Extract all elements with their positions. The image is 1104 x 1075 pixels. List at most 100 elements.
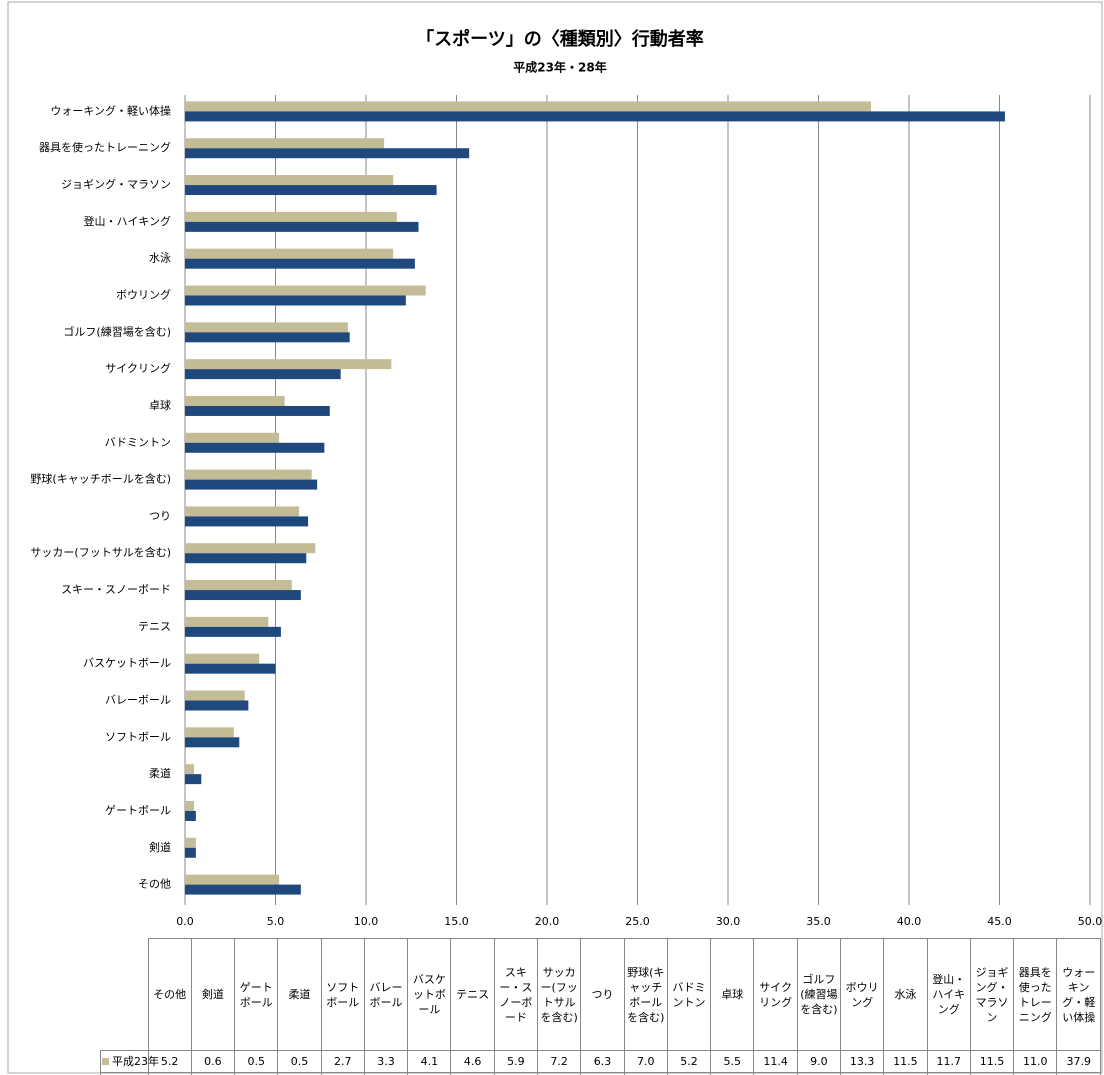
- table-cell: 6.3: [580, 1050, 625, 1073]
- table-cell: 45.3: [1056, 1072, 1101, 1075]
- bar: [185, 395, 285, 406]
- table-header: つり: [580, 938, 625, 1051]
- bar: [185, 874, 280, 885]
- table-header: ソフトボール: [320, 938, 365, 1051]
- bar: [185, 626, 281, 637]
- table-header: 登山・ハイキング: [926, 938, 971, 1051]
- table-header: スキー・スノーボード: [493, 938, 539, 1051]
- bar: [185, 211, 397, 222]
- table-cell: 5.2: [666, 1050, 712, 1073]
- y-tick-label: バドミントン: [105, 436, 171, 449]
- legend-label: 平成23年: [112, 1055, 159, 1068]
- table-header: ゴルフ(練習場を含む): [796, 938, 842, 1051]
- bar: [185, 653, 260, 664]
- table-cell: 13.3: [839, 1050, 885, 1073]
- y-tick-label: 野球(キャッチボールを含む): [30, 472, 171, 486]
- table-cell: 3.3: [363, 1050, 409, 1073]
- table-cell: 11.7: [926, 1050, 971, 1073]
- table-header: 野球(キャッチボールを含む): [623, 938, 668, 1051]
- bar: [185, 580, 292, 591]
- bar: [185, 847, 196, 858]
- table-header: サッカー(フットサルを含む): [537, 938, 582, 1051]
- x-tick-label: 45.0: [987, 915, 1012, 928]
- table-header: その他: [147, 938, 192, 1051]
- x-tick-label: 50.0: [1078, 915, 1103, 928]
- y-tick-label: ジョギング・マラソン: [61, 177, 171, 191]
- x-tick-label: 10.0: [354, 915, 379, 928]
- table-header: サイクリング: [753, 938, 798, 1051]
- bar: [185, 148, 470, 159]
- bar: [185, 837, 196, 848]
- bar: [185, 432, 280, 443]
- table-header: ジョギング・マラソン: [969, 938, 1015, 1051]
- y-tick-label: つり: [149, 509, 171, 522]
- table-cell: 2.7: [320, 1050, 365, 1073]
- table-header: テニス: [450, 938, 495, 1051]
- bar: [185, 516, 309, 527]
- bar: [185, 884, 301, 895]
- table-cell: 11.0: [1013, 1050, 1058, 1073]
- table-cell: 4.6: [450, 1050, 495, 1073]
- table-header: 柔道: [277, 938, 322, 1051]
- bar: [185, 663, 276, 674]
- bar: [185, 285, 426, 296]
- table-row: 平成23年 5.2 0.6 0.5 0.5 2.7 3.3 4.1 4.6 5.9 7.2 6.3 7.…: [100, 1050, 1101, 1073]
- y-tick-label: ウォーキング・軽い体操: [50, 103, 171, 117]
- legend-key: [102, 1058, 109, 1065]
- bar: [185, 543, 316, 554]
- bar: [185, 616, 269, 627]
- table-header: ゲートボール: [234, 938, 279, 1051]
- table-cell: 9.0: [796, 1050, 842, 1073]
- y-tick-label: 器具を使ったトレーニング: [39, 140, 171, 154]
- table-header-row: その他 剣道 ゲートボール 柔道 ソフトボール バレーボール バスケットボール テニス スキー・…: [100, 938, 1101, 1051]
- x-tick-label: 25.0: [625, 915, 650, 928]
- table-cell: 11.5: [883, 1050, 928, 1073]
- bar: [185, 590, 301, 601]
- y-tick-label: バスケットボール: [83, 657, 171, 670]
- bar: [185, 764, 195, 775]
- table-header: ウォーキング・軽い体操: [1056, 938, 1101, 1051]
- table-cell: 0.5: [234, 1050, 279, 1073]
- x-tick-label: 15.0: [444, 915, 469, 928]
- y-tick-label: サッカー(フットサルを含む): [30, 545, 171, 559]
- y-tick-label: 卓球: [149, 398, 171, 412]
- table-corner: [100, 938, 149, 1051]
- table-cell: 5.5: [710, 1050, 755, 1073]
- y-tick-label: サイクリング: [105, 361, 171, 375]
- bar: [185, 111, 1005, 122]
- bar: [185, 553, 307, 564]
- y-tick-label: スキー・スノーボード: [61, 583, 171, 596]
- table-cell: 7.0: [623, 1050, 668, 1073]
- table-row: 平成28年6.40.60.60.93.03.55.05.36.46.76.87.…: [100, 1072, 1101, 1075]
- y-tick-label: 水泳: [149, 251, 171, 265]
- table-header: 卓球: [710, 938, 755, 1051]
- bar: [185, 258, 415, 269]
- chart-title: 「スポーツ」の〈種類別〉行動者率: [416, 28, 704, 50]
- table-cell: 4.1: [407, 1050, 452, 1073]
- table-cell: 11.4: [753, 1050, 798, 1073]
- y-tick-label: ソフトボール: [105, 730, 171, 743]
- table-cell: 15.7: [1013, 1072, 1058, 1075]
- bar: [185, 469, 312, 480]
- bar: [185, 774, 202, 785]
- y-tick-label: 柔道: [149, 766, 171, 780]
- bar: [185, 248, 394, 259]
- table-row-head: 平成23年: [100, 1050, 159, 1073]
- data-table: その他 剣道 ゲートボール 柔道 ソフトボール バレーボール バスケットボール テニス スキー・…: [100, 938, 1101, 1075]
- y-tick-label: テニス: [138, 620, 171, 633]
- y-tick-label: 剣道: [149, 840, 171, 854]
- bar: [185, 405, 330, 416]
- table-header: バドミントン: [666, 938, 712, 1051]
- bar: [185, 359, 392, 370]
- bar: [185, 185, 437, 196]
- bar: [185, 295, 406, 306]
- chart-subtitle: 平成23年・28年: [513, 60, 606, 75]
- x-tick-label: 40.0: [897, 915, 922, 928]
- bar: [185, 506, 300, 517]
- bar: [185, 442, 325, 453]
- bar: [185, 700, 249, 711]
- bar: [185, 737, 240, 748]
- bar: [185, 221, 419, 232]
- x-tick-label: 35.0: [806, 915, 831, 928]
